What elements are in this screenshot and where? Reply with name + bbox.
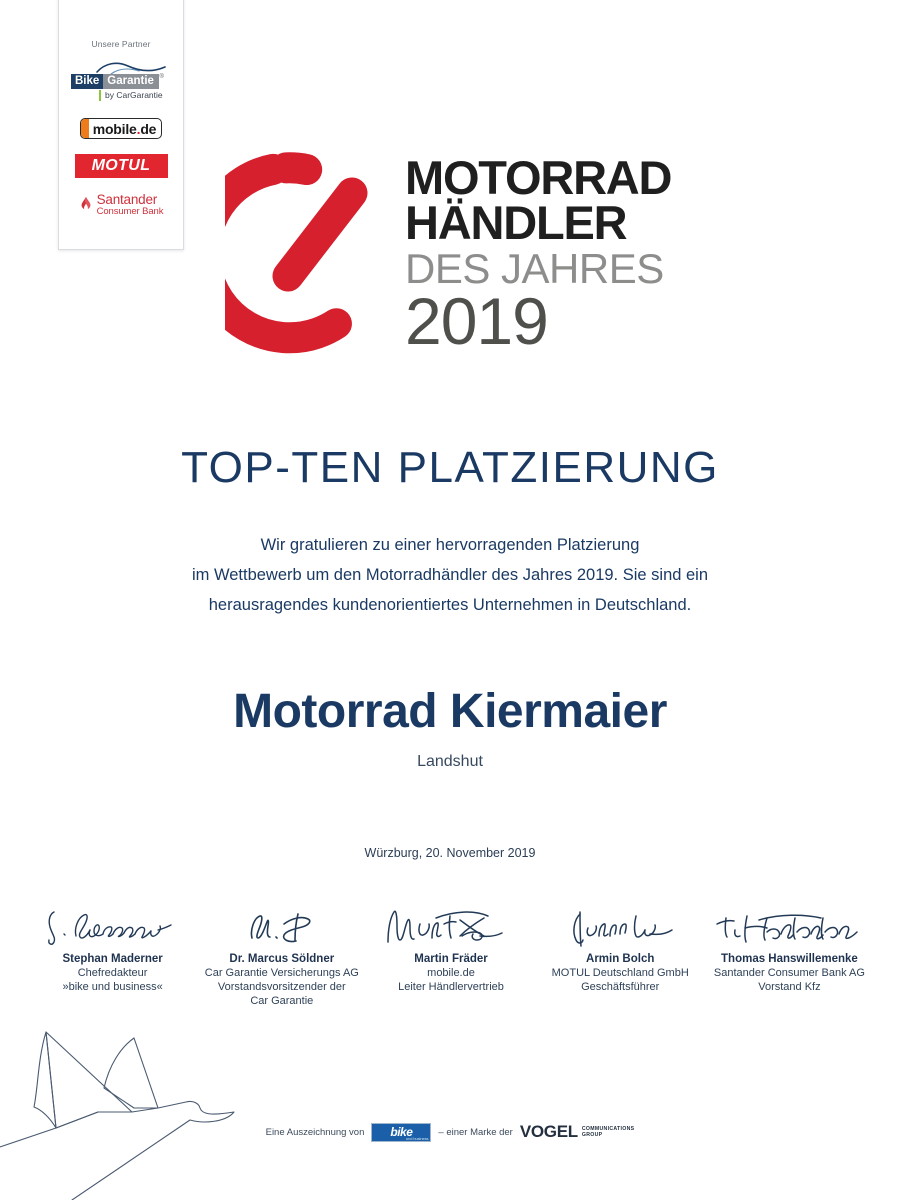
award-line-des-jahres: DES JAHRES [405, 244, 664, 292]
signature-block: Armin Bolch MOTUL Deutschland GmbH Gesch… [536, 898, 705, 994]
award-line-haendler: HÄNDLER [405, 195, 628, 249]
santander-flame-icon [81, 196, 91, 210]
recipient-name: Motorrad Kiermaier [233, 685, 667, 738]
signature-stephan-maderner-icon [32, 898, 193, 950]
signature-block: Stephan Maderner Chefredakteur »bike und… [28, 898, 197, 994]
motorcycle-swoosh-icon [96, 62, 166, 75]
signatory-role-2: Vorstandsvorsitzender der [217, 981, 346, 993]
footer-middle: – einer Marke der [438, 1126, 513, 1138]
bike-garantie-subtitle: by CarGarantie [99, 90, 163, 101]
santander-name: Santander [96, 192, 158, 207]
signatory-name: Dr. Marcus Söldner [229, 953, 335, 965]
motul-logo: MOTUL [74, 154, 168, 178]
body-line-3: herausragendes kundenorientiertes Untern… [208, 596, 692, 614]
signatory-role-1: MOTUL Deutschland GmbH [551, 967, 689, 979]
signature-marcus-soeldner-icon [201, 898, 362, 950]
signatory-role-3: Car Garantie [250, 995, 314, 1007]
signature-armin-bolch-icon [540, 898, 701, 950]
bike-garantie-primary: Bike [71, 74, 104, 89]
signature-row: Stephan Maderner Chefredakteur »bike und… [28, 898, 874, 1008]
signature-block: Martin Fräder mobile.de Leiter Händlerve… [366, 898, 535, 994]
signature-block: Thomas Hanswillemenke Santander Consumer… [705, 898, 874, 994]
footer: Eine Auszeichnung von bike und business … [0, 1122, 900, 1142]
vogel-wordmark: VOGEL [519, 1122, 578, 1141]
bike-garantie-wordmark: Bike Garantie ® [71, 74, 164, 89]
vogel-sub-wordmark: COMMUNICATIONS GROUP [582, 1126, 635, 1139]
motorrad-haendler-throttle-mark-icon [225, 151, 391, 353]
signatory-role-1: Santander Consumer Bank AG [713, 967, 865, 979]
santander-wordmark: Santander Consumer Bank [96, 192, 164, 218]
footer-prefix: Eine Auszeichnung von [265, 1126, 365, 1138]
signature-block: Dr. Marcus Söldner Car Garantie Versiche… [197, 898, 366, 1008]
bike-wordmark: bike [390, 1125, 413, 1139]
page-title: TOP-TEN PLATZIERUNG [181, 443, 719, 492]
signatory-role-1: Car Garantie Versicherungs AG [204, 967, 359, 979]
signatory-name: Martin Fräder [414, 953, 488, 965]
santander-logo: Santander Consumer Bank [79, 192, 164, 218]
dove-outline-icon [0, 1031, 235, 1200]
signatory-role-1: Chefredakteur [77, 967, 148, 979]
signatory-role-2: Vorstand Kfz [758, 981, 821, 993]
vogel-sub-line-2: GROUP [581, 1132, 603, 1138]
signatory-role-2: »bike und business« [62, 981, 163, 993]
bike-garantie-logo: Bike Garantie ® by CarGarantie [69, 61, 173, 105]
mobile-de-orange-tab-icon [80, 119, 89, 138]
bike-garantie-secondary: Garantie ® [103, 74, 164, 89]
registered-mark-icon: ® [159, 74, 164, 80]
body-line-2: im Wettbewerb um den Motorradhändler des… [191, 566, 709, 584]
award-logo-wordmark: MOTORRAD HÄNDLER DES JAHRES 2019 [405, 150, 672, 358]
award-logo: MOTORRAD HÄNDLER DES JAHRES 2019 [225, 138, 690, 368]
vogel-communications-group-logo: VOGEL COMMUNICATIONS GROUP [520, 1122, 635, 1142]
award-line-motorrad: MOTORRAD [405, 150, 672, 204]
congratulations-text: Wir gratulieren zu einer hervorragenden … [0, 530, 900, 620]
signatory-name: Thomas Hanswillemenke [721, 953, 858, 965]
partner-panel: Unsere Partner Bike Garantie ® by CarGara… [58, 0, 184, 250]
vogel-sub-line-1: COMMUNICATIONS [581, 1125, 635, 1132]
signature-martin-fraeder-icon [370, 898, 531, 950]
award-line-year: 2019 [405, 283, 549, 358]
motul-wordmark: MOTUL [91, 157, 151, 174]
bike-sub-wordmark: und business [406, 1135, 429, 1141]
mobile-de-logo: mobile.de [79, 118, 163, 139]
place-and-date: Würzburg, 20. November 2019 [364, 846, 536, 860]
signature-thomas-hanswillemenke-icon [709, 898, 870, 950]
signatory-name: Armin Bolch [586, 953, 655, 965]
santander-subtitle: Consumer Bank [96, 206, 164, 217]
signatory-name: Stephan Maderner [62, 953, 163, 965]
body-line-1: Wir gratulieren zu einer hervorragenden … [260, 536, 640, 554]
signatory-role-1: mobile.de [427, 967, 475, 979]
signatory-role-2: Geschäftsführer [581, 981, 660, 993]
signatory-role-2: Leiter Händlervertrieb [398, 981, 504, 993]
recipient-city: Landshut [417, 753, 483, 770]
mobile-de-wordmark: mobile.de [92, 120, 157, 137]
partner-panel-title: Unsere Partner [91, 39, 151, 49]
bike-und-business-logo: bike und business [371, 1122, 432, 1142]
